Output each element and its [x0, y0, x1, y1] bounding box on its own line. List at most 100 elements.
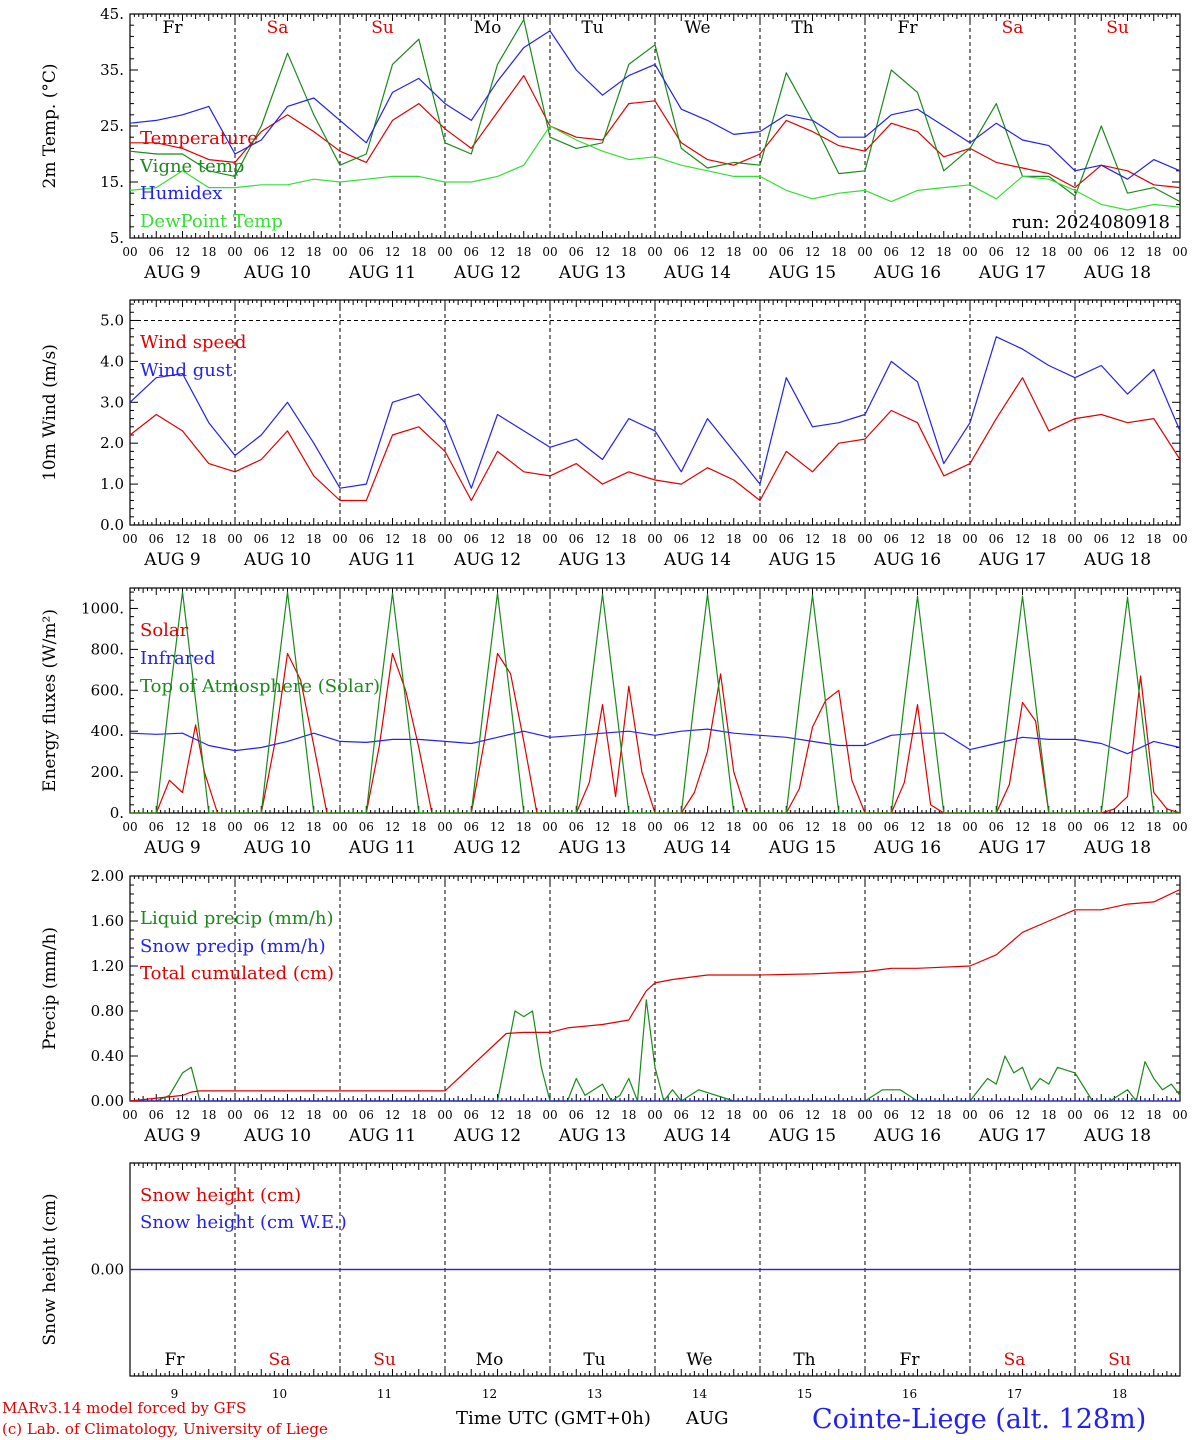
day-number: 11: [377, 1387, 392, 1401]
panel-3: 0. 200. 400. 600. 800. 1000. Energy fluxes (W/…: [40, 587, 1188, 858]
x-tick-label: 12: [1015, 532, 1030, 546]
legend-entry: Temperature: [140, 128, 258, 149]
x-tick-label: 06: [884, 532, 899, 546]
day-name: Fr: [900, 1350, 921, 1370]
x-tick-label: 00: [857, 820, 872, 834]
x-date-label: AUG 15: [768, 550, 836, 570]
y-tick-label: 600.: [91, 681, 124, 699]
x-tick-label: 18: [621, 820, 636, 834]
x-tick-label: 12: [490, 820, 505, 834]
x-tick-label: 06: [464, 245, 479, 259]
y-tick-label: 15.: [100, 173, 124, 191]
x-tick-label: 00: [542, 1108, 557, 1122]
x-tick-label: 12: [385, 245, 400, 259]
x-tick-label: 06: [1094, 245, 1109, 259]
y-axis-label: 10m Wind (m/s): [40, 344, 60, 481]
panel-2: 0.0 1.0 2.0 3.0 4.0 5.0 10m Wind (m/s) Wind spe…: [40, 299, 1188, 570]
x-tick-label: 18: [516, 820, 531, 834]
x-tick-label: 18: [726, 245, 741, 259]
series-line-dewpoint-temp: [129, 125, 1181, 211]
x-tick-label: 12: [595, 532, 610, 546]
x-date-label: AUG 9: [143, 550, 200, 570]
panel-1: 5. 15. 25. 35. 45. 2m Temp. (°C) Temperature Vi…: [40, 5, 1188, 283]
legend-entry: Total cumulated (cm): [140, 963, 334, 984]
series-line-vigne-temp: [129, 19, 1181, 203]
y-tick-label: 5.0: [100, 311, 124, 329]
x-tick-label: 12: [805, 245, 820, 259]
x-date-label: AUG 9: [143, 1126, 200, 1146]
x-tick-label: 12: [175, 245, 190, 259]
day-name: Tu: [583, 1350, 605, 1370]
x-date-label: AUG 11: [348, 1126, 416, 1146]
x-tick-label: 00: [437, 532, 452, 546]
x-tick-label: 00: [122, 245, 137, 259]
x-tick-label: 00: [962, 820, 977, 834]
y-axis-label: 2m Temp. (°C): [40, 63, 60, 188]
run-annotation: run: 2024080918: [1012, 212, 1170, 233]
x-date-label: AUG 10: [243, 263, 311, 283]
x-tick-label: 00: [857, 532, 872, 546]
x-tick-label: 12: [805, 1108, 820, 1122]
legend-entry: Vigne temp: [139, 156, 244, 177]
x-tick-label: 00: [332, 245, 347, 259]
x-tick-label: 18: [516, 532, 531, 546]
x-tick-label: 06: [779, 532, 794, 546]
x-tick-label: 06: [674, 820, 689, 834]
x-date-label: AUG 16: [873, 838, 941, 858]
x-date-label: AUG 15: [768, 1126, 836, 1146]
x-tick-label: 18: [201, 245, 216, 259]
x-date-label: AUG 13: [558, 1126, 626, 1146]
x-tick-label: 18: [621, 245, 636, 259]
x-date-label: AUG 18: [1083, 1126, 1151, 1146]
x-date-label: AUG 11: [348, 550, 416, 570]
x-tick-label: 06: [149, 820, 164, 834]
x-tick-label: 06: [1094, 1108, 1109, 1122]
x-tick-label: 06: [884, 245, 899, 259]
x-date-label: AUG 11: [348, 263, 416, 283]
x-tick-label: 00: [437, 245, 452, 259]
x-tick-label: 06: [674, 1108, 689, 1122]
x-tick-label: 00: [227, 245, 242, 259]
x-tick-label: 06: [254, 245, 269, 259]
x-tick-label: 00: [1067, 820, 1082, 834]
day-name: We: [686, 1350, 712, 1370]
x-tick-label: 18: [726, 532, 741, 546]
day-name: Fr: [898, 18, 919, 38]
y-axis-label: Snow height (cm): [40, 1193, 60, 1345]
x-tick-label: 06: [779, 820, 794, 834]
x-tick-label: 06: [1094, 820, 1109, 834]
x-tick-label: 06: [464, 820, 479, 834]
x-tick-label: 00: [1067, 245, 1082, 259]
x-date-label: AUG 12: [453, 263, 521, 283]
x-tick-label: 06: [149, 1108, 164, 1122]
x-tick-label: 18: [726, 820, 741, 834]
x-tick-label: 00: [1172, 1108, 1187, 1122]
x-tick-label: 12: [1120, 245, 1135, 259]
x-tick-label: 06: [989, 1108, 1004, 1122]
legend-entry: Humidex: [140, 183, 222, 204]
x-tick-label: 00: [122, 820, 137, 834]
x-tick-label: 00: [542, 245, 557, 259]
x-date-label: AUG 10: [243, 550, 311, 570]
day-name: Tu: [581, 18, 603, 38]
y-tick-label: 45.: [100, 5, 124, 23]
x-tick-label: 00: [962, 1108, 977, 1122]
x-tick-label: 18: [411, 820, 426, 834]
y-tick-label: 25.: [100, 117, 124, 135]
x-date-label: AUG 12: [453, 550, 521, 570]
x-tick-label: 18: [201, 1108, 216, 1122]
x-tick-label: 12: [1120, 532, 1135, 546]
x-tick-label: 12: [175, 532, 190, 546]
x-tick-label: 18: [306, 532, 321, 546]
y-tick-label: 0.00: [91, 1261, 124, 1279]
x-tick-label: 12: [280, 532, 295, 546]
x-tick-label: 12: [910, 1108, 925, 1122]
y-axis-label: Energy fluxes (W/m²): [40, 609, 60, 792]
x-tick-label: 18: [936, 1108, 951, 1122]
x-tick-label: 12: [280, 1108, 295, 1122]
y-tick-label: 1000.: [81, 599, 124, 617]
x-tick-label: 00: [122, 532, 137, 546]
x-tick-label: 18: [1041, 820, 1056, 834]
x-tick-label: 12: [1015, 245, 1030, 259]
